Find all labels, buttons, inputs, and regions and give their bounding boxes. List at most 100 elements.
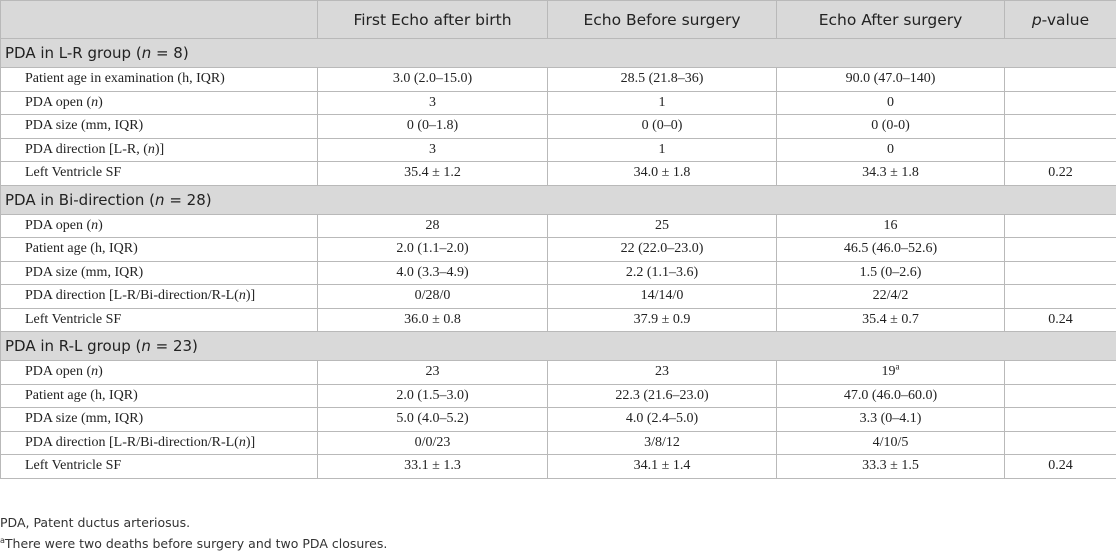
p-value (1004, 383, 1116, 408)
header-first-echo: First Echo after birth (317, 0, 548, 39)
table-row: Patient age (h, IQR) 2.0 (1.1–2.0) 22 (22.… (0, 237, 1116, 262)
row-label-var: n (147, 141, 155, 157)
row-label: PDA direction [L-R/Bi-direction/R-L(n)] (0, 430, 318, 455)
row-label-text-end: ) (98, 217, 103, 233)
table-row: Left Ventricle SF 33.1 ± 1.3 34.1 ± 1.4 33.… (0, 454, 1116, 479)
table-row: PDA direction [L-R/Bi-direction/R-L(n)] 0… (0, 430, 1116, 455)
group-title-prefix: PDA in R-L group ( (5, 337, 142, 355)
p-value (1004, 284, 1116, 309)
group-title-var: n (141, 44, 152, 62)
table-row: PDA open (n) 3 1 0 (0, 90, 1116, 115)
row-label: Patient age (h, IQR) (0, 237, 318, 262)
header-p-suffix: -value (1041, 10, 1090, 29)
group-header-row: PDA in L-R group (n = 8) (0, 38, 1116, 68)
group-title-prefix: PDA in Bi-direction ( (5, 190, 156, 209)
first-echo-value: 0/28/0 (317, 284, 548, 309)
group-header-row: PDA in Bi-direction (n = 28) (0, 184, 1116, 215)
death-note-text: There were two deaths before surgery and… (4, 536, 388, 551)
row-label-text: PDA direction [L-R/Bi-direction/R-L( (25, 434, 239, 450)
first-echo-value: 28 (317, 213, 548, 238)
p-value (1004, 360, 1116, 385)
after-surgery-number: 46.5 (46.0–52.6) (843, 241, 938, 257)
table-row: PDA size (mm, IQR) 0 (0–1.8) 0 (0–0) 0 (0-0… (0, 114, 1116, 139)
header-blank (0, 0, 318, 39)
table-row: PDA open (n) 23 23 19a (0, 360, 1116, 385)
first-echo-value: 33.1 ± 1.3 (317, 454, 548, 479)
after-surgery-number: 47.0 (46.0–60.0) (843, 387, 938, 403)
after-surgery-value: 46.5 (46.0–52.6) (776, 237, 1005, 262)
first-echo-value: 5.0 (4.0–5.2) (317, 407, 548, 432)
before-surgery-value: 28.5 (21.8–36) (547, 67, 777, 92)
first-echo-value: 2.0 (1.1–2.0) (317, 237, 548, 262)
p-value (1004, 407, 1116, 432)
p-value (1004, 237, 1116, 262)
group-title-var: n (155, 190, 165, 209)
before-surgery-value: 34.1 ± 1.4 (547, 454, 777, 479)
after-surgery-number: 34.3 ± 1.8 (862, 165, 919, 181)
p-value (1004, 260, 1116, 285)
before-surgery-value: 23 (547, 360, 777, 385)
row-label: PDA direction [L-R/Bi-direction/R-L(n)] (0, 284, 318, 309)
before-surgery-value: 37.9 ± 0.9 (547, 307, 777, 332)
death-note: aThere were two deaths before surgery an… (0, 533, 387, 554)
after-surgery-value: 35.4 ± 0.7 (776, 307, 1005, 332)
before-surgery-value: 3/8/12 (547, 430, 777, 455)
first-echo-value: 0 (0–1.8) (317, 114, 548, 139)
group-title: PDA in R-L group (n = 23) (0, 331, 1116, 361)
table-row: Left Ventricle SF 35.4 ± 1.2 34.0 ± 1.8 34.… (0, 161, 1116, 186)
footnote-mark: a (895, 361, 900, 372)
after-surgery-number: 0 (887, 141, 894, 157)
after-surgery-number: 33.3 ± 1.5 (862, 458, 919, 474)
table-row: PDA direction [L-R, (n)] 3 1 0 (0, 137, 1116, 162)
before-surgery-value: 14/14/0 (547, 284, 777, 309)
header-p-value: p-value (1004, 0, 1116, 39)
header-p-italic: p (1031, 10, 1042, 29)
first-echo-value: 36.0 ± 0.8 (317, 307, 548, 332)
p-value: 0.24 (1004, 454, 1116, 479)
after-surgery-value: 0 (0-0) (776, 114, 1005, 139)
before-surgery-value: 1 (547, 90, 777, 115)
after-surgery-number: 4/10/5 (872, 434, 909, 450)
table-row: PDA open (n) 28 25 16 (0, 213, 1116, 238)
after-surgery-number: 90.0 (47.0–140) (845, 71, 936, 87)
p-value: 0.22 (1004, 161, 1116, 186)
first-echo-value: 3 (317, 90, 548, 115)
after-surgery-number: 19 (881, 364, 896, 380)
row-label-text: PDA direction [L-R, ( (25, 141, 148, 157)
before-surgery-value: 4.0 (2.4–5.0) (547, 407, 777, 432)
p-value (1004, 213, 1116, 238)
after-surgery-number: 35.4 ± 0.7 (862, 311, 919, 327)
row-label-text: PDA open ( (25, 364, 92, 380)
after-surgery-value: 19a (776, 360, 1005, 385)
row-label-text-end: )] (245, 434, 256, 450)
table-footnotes: PDA, Patent ductus arteriosus. aThere we… (0, 512, 387, 554)
before-surgery-value: 34.0 ± 1.8 (547, 161, 777, 186)
row-label: Patient age in examination (h, IQR) (0, 67, 318, 92)
row-label: PDA open (n) (0, 360, 318, 385)
row-label-var: n (238, 434, 246, 450)
abbreviation-note: PDA, Patent ductus arteriosus. (0, 515, 191, 530)
group-title: PDA in L-R group (n = 8) (0, 38, 1116, 68)
group-title-suffix: = 8) (151, 44, 189, 62)
row-label-var: n (91, 217, 99, 233)
row-label-text: PDA open ( (25, 94, 92, 110)
before-surgery-value: 1 (547, 137, 777, 162)
table-row: Patient age (h, IQR) 2.0 (1.5–3.0) 22.3 (2… (0, 383, 1116, 408)
before-surgery-value: 22 (22.0–23.0) (547, 237, 777, 262)
after-surgery-value: 90.0 (47.0–140) (776, 67, 1005, 92)
group-title-prefix: PDA in L-R group ( (5, 44, 142, 62)
after-surgery-value: 0 (776, 137, 1005, 162)
after-surgery-value: 34.3 ± 1.8 (776, 161, 1005, 186)
results-table: First Echo after birth Echo Before surge… (0, 0, 1116, 479)
row-label: Left Ventricle SF (0, 161, 318, 186)
row-label: PDA size (mm, IQR) (0, 407, 318, 432)
header-before-surgery: Echo Before surgery (547, 0, 777, 39)
first-echo-value: 35.4 ± 1.2 (317, 161, 548, 186)
row-label-text-end: )] (154, 141, 165, 157)
after-surgery-value: 0 (776, 90, 1005, 115)
table-row: Patient age in examination (h, IQR) 3.0 (… (0, 67, 1116, 92)
row-label-var: n (91, 364, 99, 380)
first-echo-value: 23 (317, 360, 548, 385)
row-label: PDA size (mm, IQR) (0, 114, 318, 139)
after-surgery-number: 0 (0-0) (871, 118, 910, 134)
